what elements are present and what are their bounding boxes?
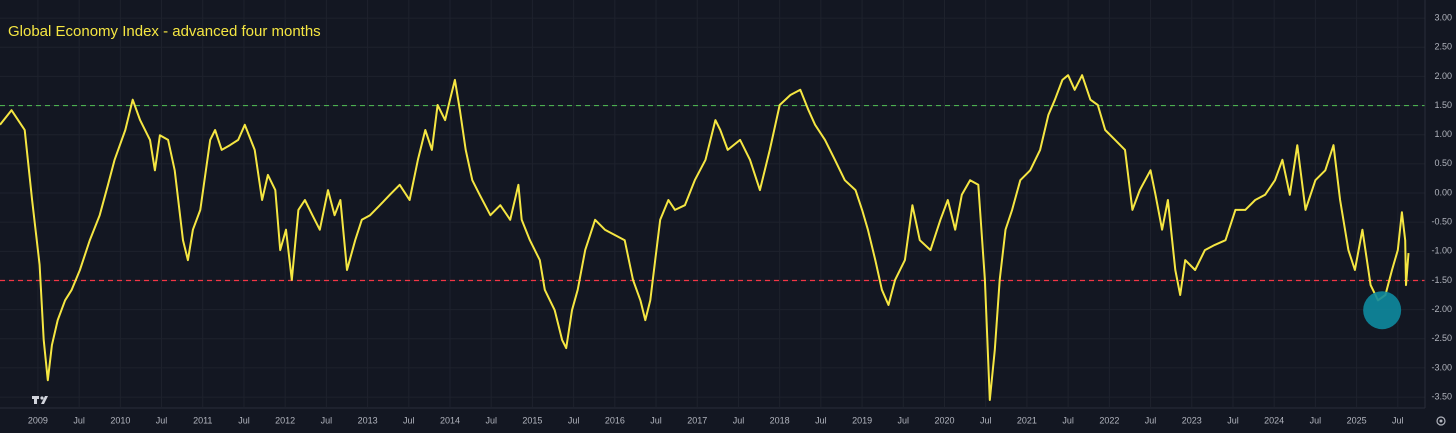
y-tick-label: -2.00 (1431, 304, 1452, 314)
y-tick-label: 0.50 (1434, 158, 1452, 168)
x-tick-label: 2020 (934, 415, 954, 425)
y-tick-label: -0.50 (1431, 217, 1452, 227)
y-tick-label: -3.00 (1431, 362, 1452, 372)
x-tick-label: 2009 (28, 415, 48, 425)
x-tick-label: 2010 (110, 415, 130, 425)
x-tick-label: 2023 (1182, 415, 1202, 425)
x-tick-label: 2022 (1099, 415, 1119, 425)
highlight-circle (1363, 291, 1402, 330)
x-tick-label: Jul (980, 415, 992, 425)
x-tick-label: Jul (485, 415, 497, 425)
x-tick-label: 2024 (1264, 415, 1284, 425)
data-line (0, 74, 1410, 401)
x-tick-label: 2016 (605, 415, 625, 425)
plot (0, 74, 1425, 401)
x-tick-label: Jul (1227, 415, 1239, 425)
x-tick-label: Jul (403, 415, 415, 425)
x-tick-label: Jul (1310, 415, 1322, 425)
x-tick-label: Jul (898, 415, 910, 425)
x-tick-label: 2012 (275, 415, 295, 425)
x-tick-label: Jul (733, 415, 745, 425)
x-tick-label: Jul (238, 415, 250, 425)
x-tick-label: Jul (321, 415, 333, 425)
y-tick-label: 2.50 (1434, 42, 1452, 52)
x-tick-label: 2015 (522, 415, 542, 425)
y-tick-label: -3.50 (1431, 391, 1452, 401)
y-tick-label: -2.50 (1431, 333, 1452, 343)
x-tick-label: Jul (1062, 415, 1074, 425)
x-tick-label: 2014 (440, 415, 460, 425)
x-tick-label: 2021 (1017, 415, 1037, 425)
y-tick-label: 3.00 (1434, 12, 1452, 22)
y-tick-label: 0.00 (1434, 187, 1452, 197)
y-tick-label: -1.50 (1431, 275, 1452, 285)
y-tick-label: -1.00 (1431, 246, 1452, 256)
axes: 3.00 2.50 2.00 1.50 1.00 0.50 0.00 -0.50 -1.00 -1… (28, 12, 1452, 425)
x-tick-label: 2017 (687, 415, 707, 425)
logo (32, 396, 48, 404)
x-tick-label: 2025 (1347, 415, 1367, 425)
y-tick-label: 1.50 (1434, 100, 1452, 110)
settings-icon[interactable] (1436, 416, 1446, 426)
x-tick-label: Jul (815, 415, 827, 425)
x-tick-label: 2011 (193, 415, 212, 425)
x-tick-label: 2019 (852, 415, 872, 425)
x-tick-label: Jul (1392, 415, 1404, 425)
x-tick-label: 2013 (358, 415, 378, 425)
x-tick-label: Jul (650, 415, 662, 425)
chart-title: Global Economy Index - advanced four mon… (8, 23, 321, 40)
x-tick-label: Jul (73, 415, 85, 425)
x-tick-label: Jul (156, 415, 168, 425)
x-tick-label: Jul (568, 415, 580, 425)
y-tick-label: 1.00 (1434, 129, 1452, 139)
x-tick-label: Jul (1145, 415, 1157, 425)
x-tick-label: 2018 (770, 415, 790, 425)
y-tick-label: 2.00 (1434, 71, 1452, 81)
